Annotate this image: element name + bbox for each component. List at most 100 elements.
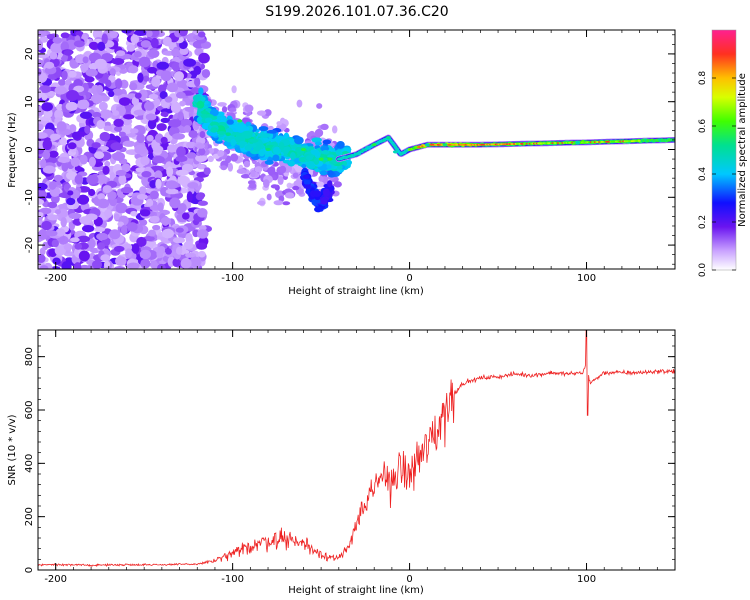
spectrogram-cell (189, 256, 202, 268)
spectrogram-cell (279, 165, 287, 174)
spectrogram-cell (111, 57, 125, 65)
spectrogram-cell (147, 229, 156, 237)
snr-line (38, 330, 675, 568)
spectrogram-ylabel: Frequency (Hz) (7, 112, 18, 188)
spectrogram-cell (320, 145, 330, 152)
spectrogram-cell (67, 190, 74, 196)
spectrogram-cell (273, 200, 284, 206)
spectrogram-cell (38, 182, 48, 191)
spectrogram-cell (38, 59, 44, 68)
spectrogram-cell (318, 175, 324, 182)
spectrogram-cell (371, 143, 377, 147)
spectrogram-cell (140, 40, 151, 48)
spectrogram-cell (173, 237, 186, 244)
spectrogram-cell (112, 88, 123, 96)
spectrogram-cell (292, 172, 299, 179)
spectrogram-cell (99, 109, 113, 119)
spectrogram-cell (112, 151, 126, 161)
spectrogram-cell (176, 91, 186, 99)
spectrogram-cell (260, 133, 271, 139)
spectrogram-cell (322, 188, 330, 197)
spectrogram-cell (107, 190, 117, 200)
spectrogram-cell (256, 110, 267, 116)
spectrogram-cell (115, 78, 123, 90)
figure-title: S199.2026.101.07.36.C20 (265, 4, 448, 20)
spectrogram-cell (56, 203, 69, 211)
spectrogram-cell (58, 208, 68, 218)
spectrogram-cell (120, 186, 134, 194)
spectrogram-cell (96, 232, 109, 241)
spectrogram-cell (278, 142, 285, 150)
spectrogram-cell (61, 261, 72, 269)
colorbar-tick-label: 0.4 (698, 167, 708, 182)
spectrogram-cell (39, 207, 52, 215)
spectrogram-cell (287, 160, 296, 167)
spectrogram-y-tick-label: -10 (24, 189, 35, 205)
spectrogram-cell (87, 238, 96, 249)
spectrogram-cell (146, 30, 153, 38)
spectrogram-cell (196, 242, 208, 250)
spectrogram-cell (131, 243, 140, 254)
spectrogram-cell (228, 107, 237, 112)
colorbar-tick-label: 0.0 (698, 263, 708, 278)
snr-y-tick-label: 400 (24, 454, 35, 473)
spectrogram-cell (160, 70, 172, 82)
spectrogram-cell (130, 210, 138, 217)
spectrogram-cell (157, 263, 166, 269)
spectrogram-cell (53, 174, 63, 182)
spectrogram-cell (96, 119, 105, 130)
spectrogram-cell (118, 97, 131, 106)
spectrogram-cell (160, 136, 168, 144)
spectrogram-cell (175, 155, 188, 162)
spectrogram-cell (166, 82, 179, 93)
spectrogram-cell (326, 170, 334, 176)
spectrogram-cell (38, 198, 45, 205)
spectrogram-cell (316, 103, 323, 109)
spectrogram-cell (180, 118, 193, 128)
spectrogram-cell (264, 109, 272, 117)
spectrogram-cell (159, 91, 168, 100)
spectrogram-cell (115, 256, 127, 267)
spectrogram-cell (209, 109, 219, 117)
spectrogram-cell (302, 174, 310, 180)
spectrogram-cell (293, 180, 303, 188)
spectrogram-cell (244, 145, 253, 151)
snr-series-line (38, 330, 675, 568)
spectrogram-cell (146, 198, 154, 207)
spectrogram-cell (113, 118, 124, 127)
spectrogram-cell (170, 102, 181, 114)
spectrogram-cell (319, 170, 328, 176)
spectrogram-cell (151, 76, 161, 88)
spectrogram-cell (284, 192, 295, 199)
spectrogram-cell (295, 146, 304, 154)
spectrogram-cell (149, 190, 159, 200)
spectrogram-cell (97, 193, 106, 200)
spectrogram-cell (109, 68, 116, 76)
spectrogram-cell (265, 147, 271, 152)
spectrogram-cell (38, 254, 46, 264)
spectrogram-cell (161, 228, 174, 239)
spectrogram-cell (316, 181, 324, 187)
spectrogram-cell (300, 147, 306, 152)
spectrogram-cell (79, 111, 93, 119)
spectrogram-cell (263, 179, 270, 188)
spectrogram-cell (68, 212, 82, 219)
spectrogram-cell (61, 161, 69, 172)
spectrogram-cell (102, 185, 112, 194)
spectrogram-cell (305, 155, 313, 161)
spectrogram-cell (47, 214, 59, 221)
spectrogram-cell (156, 249, 164, 259)
spectrogram-cell (123, 114, 135, 120)
spectrogram-cell (152, 224, 161, 231)
spectrogram-cell (81, 224, 95, 233)
spectrogram-cell (166, 166, 174, 177)
spectrogram-cell (104, 160, 111, 167)
spectrogram-cell (637, 140, 641, 142)
spectrogram-cell (301, 163, 307, 169)
spectrogram-cell (82, 56, 89, 64)
spectrogram-cell (220, 165, 228, 171)
spectrogram-cell (333, 181, 342, 188)
spectrogram-cell (133, 50, 142, 58)
spectrogram-cell (217, 149, 225, 157)
